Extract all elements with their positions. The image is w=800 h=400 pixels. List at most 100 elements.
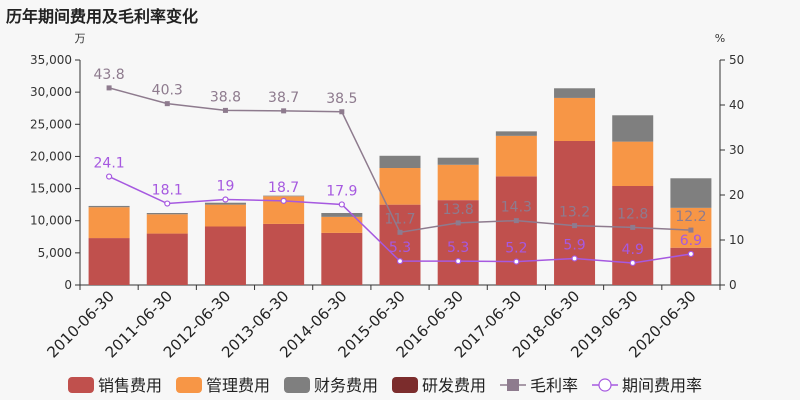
line-1-point xyxy=(688,227,694,233)
line-2-data-label: 24.1 xyxy=(94,156,125,172)
line-2-point xyxy=(629,259,636,267)
bar-1-10 xyxy=(612,186,654,285)
bar-1-4 xyxy=(263,223,305,285)
bar-1-2 xyxy=(146,233,188,285)
legend-item-1: 销售费用 xyxy=(68,376,162,395)
line-1-data-label: 14.3 xyxy=(501,200,532,216)
bar-2-7 xyxy=(437,164,479,201)
line-1-point xyxy=(164,101,170,107)
bar-1-5 xyxy=(321,232,363,285)
line-1-point xyxy=(222,107,228,113)
line-2-point xyxy=(338,201,345,208)
left-axis-unit: 万 xyxy=(75,32,86,45)
bar-1-8 xyxy=(495,176,537,285)
left-axis-tick-label: 20,000 xyxy=(30,149,72,163)
chart-title: 历年期间费用及毛利率变化 xyxy=(6,7,199,26)
bar-1-7 xyxy=(437,200,479,285)
bar-1-6 xyxy=(379,204,421,285)
line-1-point xyxy=(281,108,287,114)
line-1-point xyxy=(106,85,112,91)
bar-3-10 xyxy=(612,115,654,142)
line-2-point xyxy=(455,258,462,265)
legend-item-5: 毛利率 xyxy=(500,376,578,395)
line-2-data-label: 19 xyxy=(217,179,235,195)
line-1-point xyxy=(455,220,461,226)
left-axis-tick-label: 5,000 xyxy=(38,246,72,260)
line-1-data-label: 38.8 xyxy=(210,89,241,105)
bar-3-2 xyxy=(146,213,188,215)
bar-2-10 xyxy=(612,141,654,186)
line-1-data-label: 38.5 xyxy=(326,91,357,107)
line-1-data-label: 13.2 xyxy=(559,205,590,221)
legend-label: 期间费用率 xyxy=(622,376,702,395)
left-axis-tick-label: 0 xyxy=(64,278,72,292)
bar-2-1 xyxy=(88,207,130,239)
line-1-data-label: 12.2 xyxy=(675,209,706,225)
legend-item-2: 管理费用 xyxy=(176,376,270,395)
line-2-data-label: 6.9 xyxy=(680,233,702,249)
right-axis-tick-label: 20 xyxy=(729,188,744,202)
line-2-point xyxy=(687,250,695,258)
right-axis-unit: % xyxy=(715,32,725,45)
line-2-point xyxy=(513,258,520,265)
bar-3-5 xyxy=(321,213,363,217)
bar-2-6 xyxy=(379,168,421,205)
right-axis-tick-label: 50 xyxy=(729,53,744,67)
right-axis-tick-label: 40 xyxy=(729,98,744,112)
legend-label: 研发费用 xyxy=(422,376,486,395)
left-axis-tick-label: 15,000 xyxy=(30,182,72,196)
bar-3-11 xyxy=(670,178,712,208)
bar-2-8 xyxy=(495,135,537,177)
left-axis-tick-label: 25,000 xyxy=(30,117,72,131)
right-axis-tick-label: 0 xyxy=(729,278,737,292)
bar-3-6 xyxy=(379,155,421,168)
line-1-point xyxy=(513,218,519,224)
bar-3-4 xyxy=(263,195,305,197)
legend-label: 管理费用 xyxy=(206,376,270,395)
line-2-data-label: 17.9 xyxy=(326,183,357,199)
legend-item-3: 财务费用 xyxy=(284,376,378,395)
line-2-data-label: 18.1 xyxy=(152,183,183,199)
line-2-point xyxy=(280,197,287,204)
legend-swatch xyxy=(68,377,94,393)
line-1-point xyxy=(339,109,345,115)
line-2-data-label: 5.3 xyxy=(389,240,411,256)
line-1-data-label: 11.7 xyxy=(384,211,415,227)
line-2-point xyxy=(396,258,404,265)
line-2-data-label: 18.7 xyxy=(268,180,299,196)
bar-2-5 xyxy=(321,216,363,233)
legend-swatch xyxy=(392,377,418,393)
right-axis-tick-label: 30 xyxy=(729,143,744,157)
bar-3-1 xyxy=(88,205,130,208)
legend-swatch xyxy=(176,377,202,393)
line-2-point xyxy=(571,255,578,262)
bar-2-3 xyxy=(204,204,246,227)
bar-1-3 xyxy=(204,226,246,285)
right-axis-tick-label: 10 xyxy=(729,233,744,247)
legend-label: 财务费用 xyxy=(314,376,378,395)
line-2-point xyxy=(164,200,171,207)
left-axis-tick-label: 35,000 xyxy=(30,53,72,67)
legend-label: 销售费用 xyxy=(98,376,162,395)
line-1-point xyxy=(630,224,636,230)
bar-1-1 xyxy=(88,238,130,285)
line-1-data-label: 40.3 xyxy=(152,83,183,99)
legend-swatch-marker xyxy=(507,379,519,391)
line-1-data-label: 13.8 xyxy=(443,202,474,218)
legend: 销售费用 管理费用 财务费用 研发费用 毛利率 期间费用率 xyxy=(68,376,702,395)
line-2-data-label: 5.9 xyxy=(563,237,585,253)
bar-3-7 xyxy=(437,157,479,165)
line-2-data-label: 5.3 xyxy=(447,240,469,256)
line-2-data-label: 4.9 xyxy=(622,242,644,258)
bar-2-9 xyxy=(554,97,596,141)
line-2-data-label: 5.2 xyxy=(505,241,527,257)
bar-3-8 xyxy=(495,131,537,136)
left-axis-tick-label: 30,000 xyxy=(30,85,72,99)
line-1-point xyxy=(572,223,578,229)
line-1-data-label: 43.8 xyxy=(94,67,125,83)
line-2-point xyxy=(222,196,229,203)
legend-item-4: 研发费用 xyxy=(392,376,486,395)
line-1-data-label: 12.8 xyxy=(617,206,648,222)
